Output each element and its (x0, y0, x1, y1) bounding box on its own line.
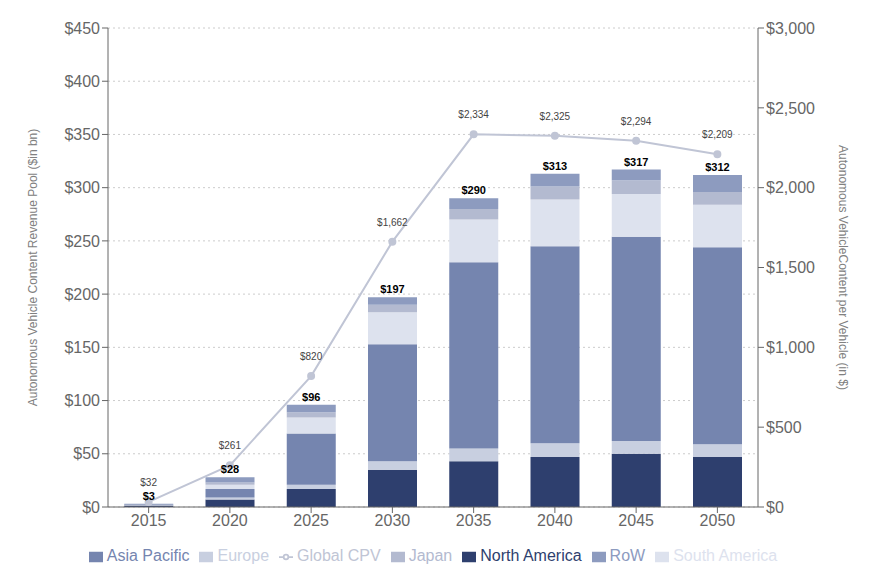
html-text:RoW: RoW (609, 547, 646, 564)
svg-text:2030: 2030 (375, 512, 411, 529)
svg-text:$3: $3 (143, 490, 155, 502)
html-text:North America: North America (480, 547, 582, 564)
svg-text:$100: $100 (64, 392, 100, 409)
svg-text:$317: $317 (624, 156, 648, 168)
svg-text:2045: 2045 (618, 512, 654, 529)
svg-text:$350: $350 (64, 126, 100, 143)
svg-text:Autonomous VehicleContent per: Autonomous VehicleContent per Vehicle (i… (836, 145, 850, 390)
svg-text:$2,209: $2,209 (702, 129, 733, 140)
html-text:Europe: Europe (217, 547, 269, 564)
svg-text:$820: $820 (300, 351, 323, 362)
svg-text:$2,294: $2,294 (621, 116, 652, 127)
svg-text:Autonomous Vehicle Content Rev: Autonomous Vehicle Content Revenue Pool … (26, 129, 40, 407)
svg-text:$2,000: $2,000 (766, 179, 815, 196)
svg-text:$1,500: $1,500 (766, 259, 815, 276)
svg-text:$28: $28 (221, 463, 239, 475)
svg-text:$313: $313 (543, 160, 567, 172)
svg-text:$96: $96 (302, 391, 320, 403)
svg-text:2015: 2015 (131, 512, 167, 529)
svg-text:2040: 2040 (537, 512, 573, 529)
svg-text:$1,000: $1,000 (766, 339, 815, 356)
svg-text:$200: $200 (64, 286, 100, 303)
svg-text:$290: $290 (462, 184, 486, 196)
svg-text:$261: $261 (219, 440, 242, 451)
svg-text:$3,000: $3,000 (766, 20, 815, 37)
svg-text:$2,325: $2,325 (540, 111, 571, 122)
html-text:Global CPV: Global CPV (297, 547, 381, 564)
svg-text:$0: $0 (82, 499, 100, 516)
svg-text:2020: 2020 (212, 512, 248, 529)
svg-text:$400: $400 (64, 73, 100, 90)
svg-text:$1,662: $1,662 (377, 217, 408, 228)
svg-text:$197: $197 (380, 283, 404, 295)
html-text:Asia Pacific: Asia Pacific (106, 547, 190, 564)
svg-text:$2,500: $2,500 (766, 100, 815, 117)
svg-text:2025: 2025 (293, 512, 329, 529)
svg-text:$500: $500 (766, 419, 802, 436)
svg-text:$312: $312 (705, 161, 729, 173)
svg-text:$150: $150 (64, 339, 100, 356)
svg-text:$32: $32 (140, 477, 157, 488)
svg-text:$250: $250 (64, 233, 100, 250)
svg-text:$2,334: $2,334 (458, 109, 489, 120)
svg-text:2035: 2035 (456, 512, 492, 529)
svg-text:2050: 2050 (700, 512, 736, 529)
svg-text:$300: $300 (64, 179, 100, 196)
svg-text:$450: $450 (64, 20, 100, 37)
html-text:South America: South America (673, 547, 778, 564)
svg-text:$0: $0 (766, 499, 784, 516)
svg-text:$50: $50 (73, 445, 100, 462)
html-text:Japan: Japan (408, 547, 453, 564)
